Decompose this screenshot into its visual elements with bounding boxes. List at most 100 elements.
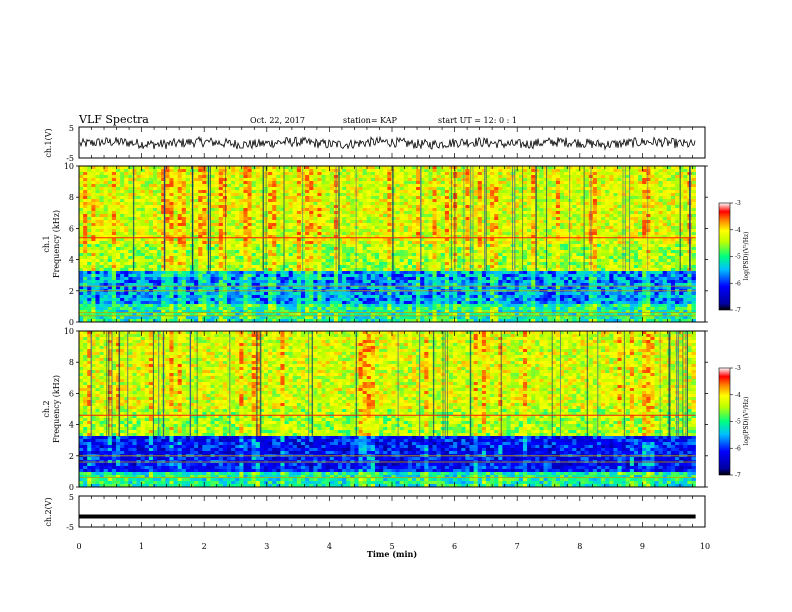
spec-cell xyxy=(181,265,187,269)
spec-cell xyxy=(337,274,343,278)
spec-cell xyxy=(403,166,409,170)
spec-cell xyxy=(214,259,220,263)
spec-cell xyxy=(272,259,277,263)
spec-cell xyxy=(424,268,429,272)
spec-cell xyxy=(99,250,104,254)
spec-cell xyxy=(469,286,474,290)
spec-cell xyxy=(120,241,125,245)
spec-cell xyxy=(255,310,261,314)
spec-cell xyxy=(185,292,191,296)
spec-cell xyxy=(152,265,158,269)
spec-cell xyxy=(116,217,121,221)
spec-cell xyxy=(325,202,331,206)
spec-cell xyxy=(95,175,100,179)
spec-cell xyxy=(346,226,351,230)
spec-cell xyxy=(198,274,203,278)
spec-cell xyxy=(259,241,265,245)
spec-cell xyxy=(107,172,113,176)
spec-cell xyxy=(379,205,384,209)
spec-cell xyxy=(177,310,183,314)
spec-cell xyxy=(457,262,462,266)
spec-cell xyxy=(165,313,170,317)
spec-cell xyxy=(333,295,339,299)
spec-cell xyxy=(411,304,417,308)
spec-cell xyxy=(444,187,450,191)
spec-cell xyxy=(136,202,141,206)
spec-cell xyxy=(461,244,466,248)
spec-cell xyxy=(432,298,437,302)
spec-cell xyxy=(416,214,421,218)
spec-cell xyxy=(120,310,125,314)
spec-cell xyxy=(120,196,125,200)
spec-cell xyxy=(194,271,199,275)
spec-cell xyxy=(354,220,359,224)
spec-cell xyxy=(370,295,376,299)
spec-cell xyxy=(255,301,261,305)
spec-cell xyxy=(268,169,273,173)
spec-cell xyxy=(218,244,224,248)
spec-cell xyxy=(391,292,396,296)
spec-cell xyxy=(403,304,409,308)
spec-cell xyxy=(128,229,133,233)
spec-cell xyxy=(383,193,388,197)
spec-cell xyxy=(374,199,380,203)
spec-cell xyxy=(161,205,166,209)
spec-cell xyxy=(128,166,133,170)
spec-cell xyxy=(169,202,174,206)
spec-cell xyxy=(428,280,433,284)
spec-cell xyxy=(99,187,104,191)
spec-cell xyxy=(185,244,191,248)
spec-cell xyxy=(268,181,273,185)
spec-cell xyxy=(247,310,252,314)
spec-cell xyxy=(243,199,248,203)
spec-cell xyxy=(222,193,228,197)
spec-cell xyxy=(202,253,207,257)
spec-cell xyxy=(87,181,92,185)
spec-cell xyxy=(161,271,166,275)
spec-cell xyxy=(169,244,174,248)
spec-cell xyxy=(161,250,166,254)
spec-cell xyxy=(305,319,310,323)
spec-cell xyxy=(91,169,96,173)
spec-cell xyxy=(231,283,236,287)
spec-cell xyxy=(453,298,458,302)
spec-cell xyxy=(140,220,146,224)
spec-cell xyxy=(387,220,392,224)
spec-cell xyxy=(120,223,125,227)
spec-cell xyxy=(432,184,437,188)
spec-cell xyxy=(325,268,331,272)
spec-cell xyxy=(132,229,137,233)
spec-cell xyxy=(128,250,133,254)
spec-cell xyxy=(469,178,474,182)
spec-cell xyxy=(403,253,409,257)
spec-cell xyxy=(206,271,211,275)
spec-cell xyxy=(185,268,191,272)
spec-cell xyxy=(354,277,359,281)
spec-cell xyxy=(255,187,261,191)
spec-cell xyxy=(124,241,129,245)
spec-cell xyxy=(243,301,248,305)
spec-cell xyxy=(161,304,166,308)
spec-cell xyxy=(169,166,174,170)
spec-cell xyxy=(198,265,203,269)
spec-cell xyxy=(354,304,359,308)
spec-cell xyxy=(469,202,474,206)
spec-cell xyxy=(87,205,92,209)
spec-cell xyxy=(210,220,215,224)
spec-cell xyxy=(366,292,372,296)
spec-cell xyxy=(239,304,244,308)
spec-cell xyxy=(255,316,261,320)
spec-cell xyxy=(346,295,351,299)
spec-cell xyxy=(263,313,269,317)
spec-cell xyxy=(239,262,244,266)
spec-cell xyxy=(374,265,380,269)
spec-cell xyxy=(103,196,109,200)
spec-cell xyxy=(214,271,220,275)
spec-cell xyxy=(346,286,351,290)
spec-cell xyxy=(157,253,162,257)
spec-cell xyxy=(144,202,150,206)
spec-cell xyxy=(169,310,174,314)
spec-cell xyxy=(346,319,351,323)
spec-cell xyxy=(296,229,302,233)
spec-cell xyxy=(358,265,363,269)
